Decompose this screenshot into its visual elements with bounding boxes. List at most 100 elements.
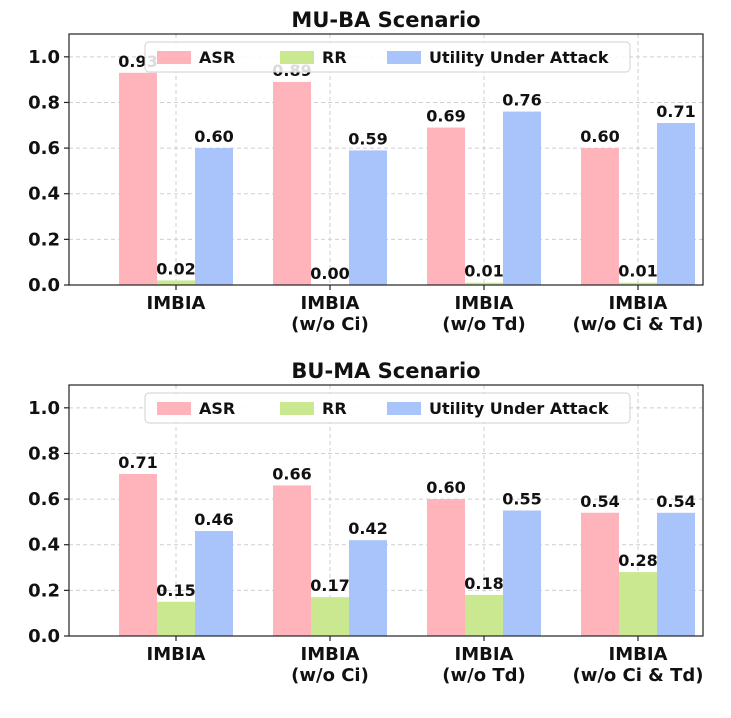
x-tick-label: IMBIA [147, 293, 206, 314]
chart-title: BU-MA Scenario [291, 359, 480, 383]
y-tick-label: 0.6 [28, 489, 60, 510]
data-label: 0.00 [310, 264, 349, 283]
legend: ASR RR Utility Under Attack [144, 392, 631, 424]
bar-utility-under-attack [503, 111, 541, 285]
bar-rr [465, 594, 503, 636]
bar-asr [427, 127, 465, 286]
data-label: 0.17 [310, 576, 349, 595]
chart-title: MU-BA Scenario [291, 8, 480, 32]
bar-asr [119, 473, 157, 636]
data-label: 0.55 [502, 490, 541, 509]
bar-asr [427, 499, 465, 636]
bar-utility-under-attack [195, 531, 233, 636]
data-label: 0.01 [464, 262, 503, 281]
data-label: 0.46 [194, 510, 233, 529]
y-tick-label: 1.0 [28, 47, 60, 68]
x-tick-label-line: (w/o Ci) [291, 665, 369, 686]
y-tick-label: 0.4 [28, 535, 60, 556]
data-label: 0.54 [580, 492, 619, 511]
bar-asr [273, 485, 311, 636]
x-tick-label-line: IMBIA [301, 293, 360, 314]
legend: ASR RR Utility Under Attack [144, 41, 631, 73]
bar-utility-under-attack [349, 150, 387, 285]
legend-swatch [280, 51, 314, 64]
chart-panel-1: MU-BA Scenario0.930.890.690.600.020.000.… [28, 8, 704, 335]
x-tick-label-line: IMBIA [609, 644, 668, 665]
legend-label: ASR [199, 48, 235, 67]
legend-swatch [157, 51, 191, 64]
x-tick-label: IMBIA (w/o Ci & Td) [572, 293, 703, 335]
data-label: 0.28 [618, 551, 657, 570]
data-label: 0.01 [618, 262, 657, 281]
data-label: 0.15 [156, 581, 195, 600]
data-label: 0.66 [272, 464, 311, 483]
axis-frame [68, 33, 704, 286]
y-tick-label: 0.8 [28, 443, 60, 464]
data-label: 0.71 [656, 102, 695, 121]
y-tick-label: 0.0 [28, 626, 60, 647]
y-tick-label: 0.0 [28, 275, 60, 296]
bar-asr [581, 148, 619, 285]
data-label: 0.60 [426, 478, 465, 497]
x-tick-label: IMBIA (w/o Ci) [291, 644, 369, 686]
legend-label: Utility Under Attack [429, 399, 609, 418]
bar-rr [157, 601, 195, 636]
legend-label: Utility Under Attack [429, 48, 609, 67]
data-label: 0.71 [118, 453, 157, 472]
data-label: 0.18 [464, 574, 503, 593]
x-tick-label-line: IMBIA [455, 293, 514, 314]
x-tick-label-line: (w/o Td) [442, 314, 525, 335]
chart-panel-2: BU-MA Scenario 0.71 0.66 0.60 0.54 0.15 0.17 0.… [28, 359, 704, 686]
x-tick-label-line: (w/o Td) [442, 665, 525, 686]
bar-asr [581, 512, 619, 636]
x-tick-label-line: (w/o Ci) [291, 314, 369, 335]
bar-rr [619, 282, 657, 285]
bar-utility-under-attack [503, 510, 541, 636]
bar-asr [119, 72, 157, 285]
bar-rr [157, 280, 195, 285]
data-label: 0.54 [656, 492, 695, 511]
legend-label: RR [322, 399, 347, 418]
legend-swatch [387, 51, 421, 64]
data-label: 0.60 [194, 127, 233, 146]
y-tick-label: 0.8 [28, 92, 60, 113]
legend-label: ASR [199, 399, 235, 418]
bar-rr [619, 572, 657, 636]
x-tick-label-line: (w/o Ci & Td) [572, 665, 703, 686]
y-tick-label: 0.6 [28, 138, 60, 159]
bar-asr [273, 81, 311, 285]
bar-rr [311, 597, 349, 636]
y-tick-label: 0.2 [28, 229, 60, 250]
y-tick-label: 0.4 [28, 184, 60, 205]
legend-swatch [387, 402, 421, 415]
data-label: 0.42 [348, 519, 387, 538]
data-label: 0.60 [580, 127, 619, 146]
data-label: 0.69 [426, 107, 465, 126]
x-tick-label-line: (w/o Ci & Td) [572, 314, 703, 335]
x-tick-label-line: IMBIA [147, 293, 206, 314]
axis-frame [68, 384, 704, 637]
x-tick-label: IMBIA (w/o Td) [442, 293, 525, 335]
bar-utility-under-attack [349, 540, 387, 636]
bar-rr [465, 282, 503, 285]
legend-label: RR [322, 48, 347, 67]
x-tick-label-line: IMBIA [455, 644, 514, 665]
x-tick-label: IMBIA [147, 644, 206, 665]
x-tick-label: IMBIA (w/o Ci & Td) [572, 644, 703, 686]
y-tick-label: 0.2 [28, 580, 60, 601]
bar-utility-under-attack [195, 148, 233, 285]
x-tick-label-line: IMBIA [609, 293, 668, 314]
bar-utility-under-attack [657, 122, 695, 285]
x-tick-label-line: IMBIA [147, 644, 206, 665]
x-tick-label-line: IMBIA [301, 644, 360, 665]
data-label: 0.59 [348, 129, 387, 148]
y-tick-label: 1.0 [28, 398, 60, 419]
legend-swatch [280, 402, 314, 415]
data-label: 0.02 [156, 259, 195, 278]
data-label: 0.76 [502, 91, 541, 110]
bar-utility-under-attack [657, 512, 695, 636]
x-tick-label: IMBIA (w/o Td) [442, 644, 525, 686]
legend-swatch [157, 402, 191, 415]
x-tick-label: IMBIA (w/o Ci) [291, 293, 369, 335]
